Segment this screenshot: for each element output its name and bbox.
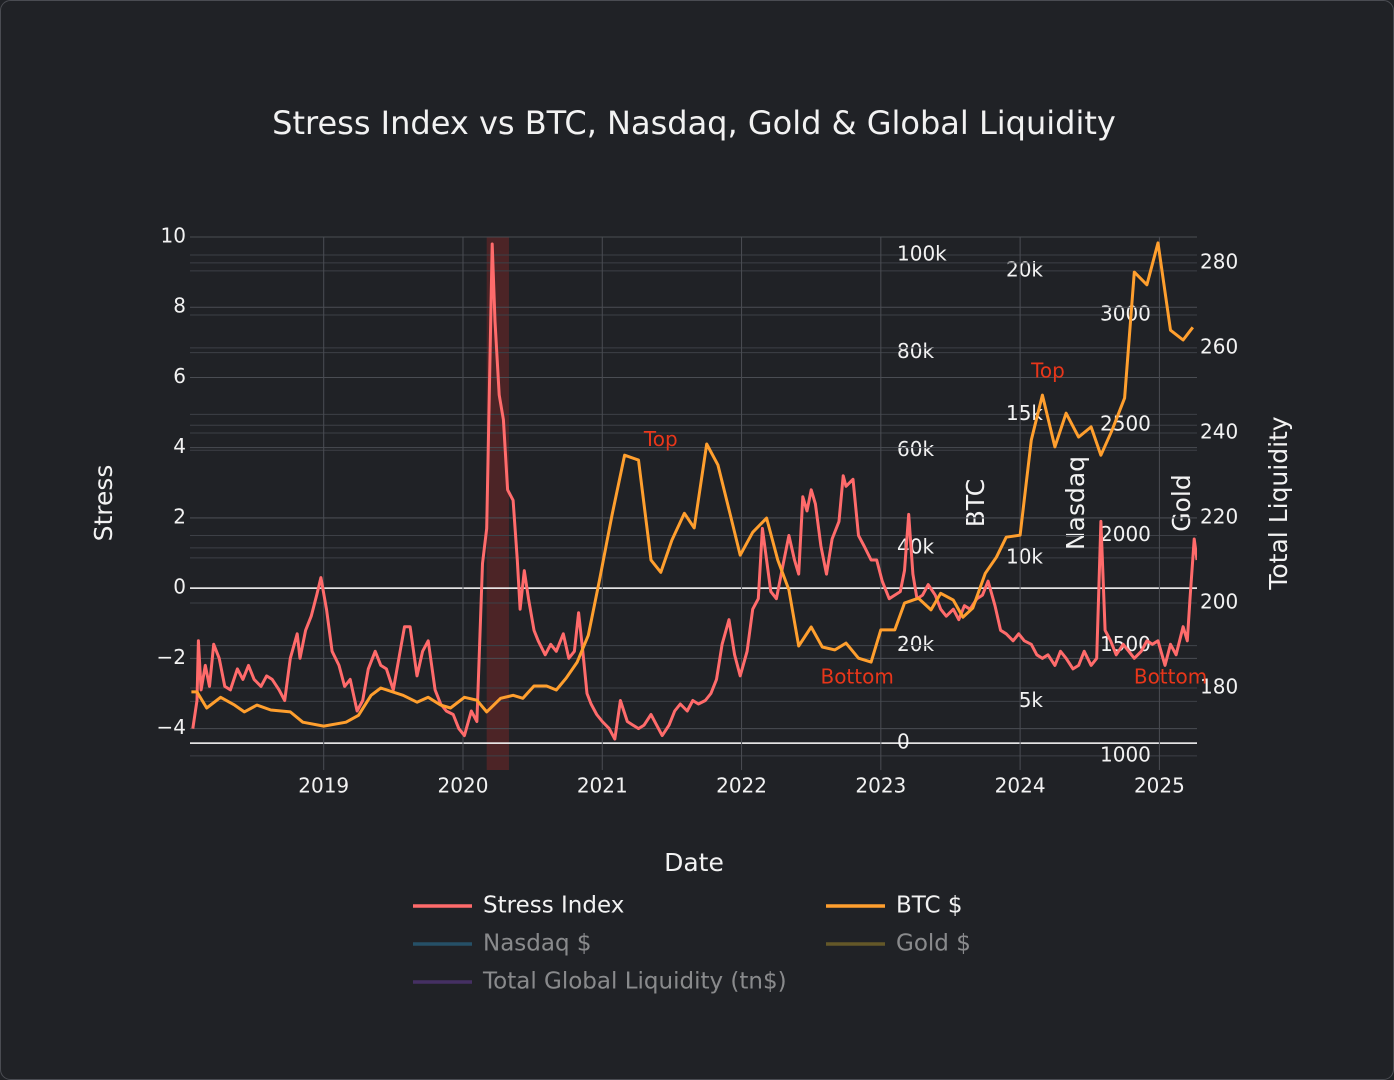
y-tick-label: 220 <box>1200 504 1238 528</box>
y-tick-label: 40k <box>897 534 934 558</box>
y-tick-label: 200 <box>1200 589 1238 613</box>
y-axis-title: Total Liquidity <box>1264 416 1293 590</box>
y-axis-title: BTC <box>961 479 990 527</box>
y-tick-label: 240 <box>1200 419 1238 443</box>
x-tick-label: 2022 <box>716 774 767 798</box>
y-tick-label: 8 <box>173 294 186 318</box>
legend-label: Gold $ <box>896 931 971 957</box>
y-tick-label: 2500 <box>1100 412 1151 436</box>
x-tick-label: 2019 <box>298 774 349 798</box>
x-tick-label: 2024 <box>995 774 1046 798</box>
y-axis-title: Stress <box>89 465 118 542</box>
y-tick-label: 20k <box>1006 257 1043 281</box>
y-tick-label: 6 <box>173 364 186 388</box>
y-tick-label: 3000 <box>1100 302 1151 326</box>
y-tick-label: −4 <box>157 715 186 739</box>
chart-title: Stress Index vs BTC, Nasdaq, Gold & Glob… <box>272 104 1116 142</box>
y-axis-title: Gold <box>1167 474 1196 531</box>
legend-label: Stress Index <box>483 893 624 919</box>
y-tick-label: 2 <box>173 504 186 528</box>
shaded-period <box>486 237 509 770</box>
annotation: Top <box>643 427 678 451</box>
legend-label: Total Global Liquidity (tn$) <box>482 969 787 995</box>
legend-label: Nasdaq $ <box>483 931 592 957</box>
x-tick-label: 2023 <box>855 774 906 798</box>
y-tick-label: 2000 <box>1100 522 1151 546</box>
y-tick-label: 4 <box>173 434 186 458</box>
y-tick-label: −2 <box>157 645 186 669</box>
annotation: Top <box>1030 359 1065 383</box>
x-tick-label: 2020 <box>438 774 489 798</box>
y-tick-label: 260 <box>1200 334 1238 358</box>
annotation: Bottom <box>820 665 893 689</box>
y-tick-label: 280 <box>1200 249 1238 273</box>
x-tick-label: 2021 <box>577 774 628 798</box>
y-tick-label: 10 <box>161 224 186 248</box>
y-tick-label: 5k <box>1019 688 1044 712</box>
plot-area <box>191 241 1197 741</box>
y-tick-label: 0 <box>173 575 186 599</box>
x-tick-label: 2025 <box>1134 774 1185 798</box>
annotation: Bottom <box>1134 665 1207 689</box>
y-tick-label: 180 <box>1200 674 1238 698</box>
y-tick-label: 10k <box>1006 544 1043 568</box>
series-line <box>191 241 1194 728</box>
x-axis-title: Date <box>664 848 724 877</box>
y-axis-title: Nasdaq <box>1061 456 1090 550</box>
legend-label: BTC $ <box>896 893 962 919</box>
y-tick-label: 0 <box>897 730 910 754</box>
series-line <box>191 242 1197 741</box>
y-tick-label: 60k <box>897 437 934 461</box>
y-tick-label: 80k <box>897 339 934 363</box>
y-tick-label: 100k <box>897 242 947 266</box>
y-tick-label: 20k <box>897 632 934 656</box>
y-tick-label: 1000 <box>1100 742 1151 766</box>
